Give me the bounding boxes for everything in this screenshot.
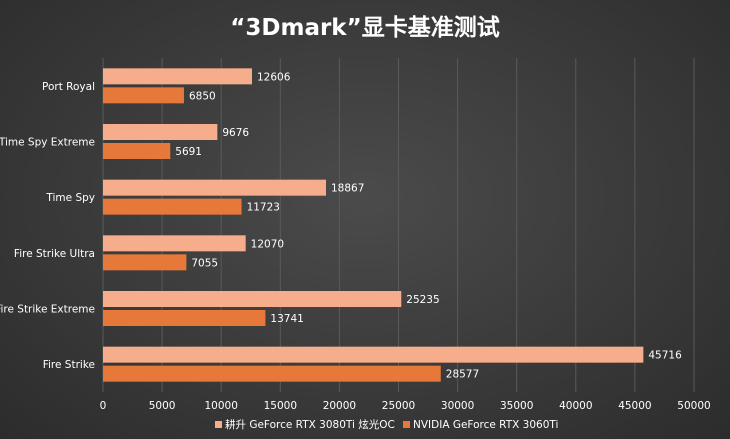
x-tick-label: 20000	[323, 400, 356, 412]
data-label: 13741	[270, 313, 303, 325]
category-label: Port Royal	[42, 81, 95, 93]
category-label: Time Spy Extreme	[0, 137, 95, 149]
data-label: 28577	[446, 369, 479, 381]
category-label: Fire Strike Extreme	[0, 304, 95, 316]
bar-series-1	[103, 235, 246, 252]
legend-swatch-1	[215, 421, 222, 428]
bars	[103, 68, 644, 382]
legend-swatch-2	[403, 421, 410, 428]
x-tick-label: 35000	[500, 400, 533, 412]
legend: 耕升 GeForce RTX 3080Ti 炫光OC NVIDIA GeForce…	[215, 418, 558, 431]
bar-series-2	[103, 198, 242, 215]
x-tick-label: 25000	[382, 400, 415, 412]
bar-series-2	[103, 143, 171, 159]
data-label: 7055	[191, 257, 218, 269]
category-label: Fire Strike	[43, 359, 95, 371]
data-label: 45716	[648, 350, 682, 362]
bar-series-1	[103, 346, 644, 363]
x-tick-label: 30000	[441, 400, 474, 412]
data-label: 11723	[247, 202, 280, 214]
bar-series-2	[103, 254, 187, 271]
data-label: 25235	[406, 294, 439, 306]
legend-label-1: 耕升 GeForce RTX 3080Ti 炫光OC	[225, 418, 395, 431]
bar-series-2	[103, 87, 184, 104]
bar-series-2	[103, 310, 266, 326]
x-tick-label: 15000	[264, 400, 297, 412]
x-tick-label: 45000	[618, 400, 651, 412]
data-label: 5691	[175, 146, 202, 158]
data-label: 6850	[189, 90, 216, 102]
bar-series-1	[103, 68, 253, 85]
x-tick-label: 50000	[677, 400, 710, 412]
x-tick-label: 0	[100, 400, 107, 412]
chart-title: “3Dmark”显卡基准测试	[230, 15, 499, 41]
data-label: 12070	[251, 238, 284, 250]
data-label: 12606	[257, 71, 291, 83]
legend-label-2: NVIDIA GeForce RTX 3060Ti	[413, 419, 558, 431]
labels: 0 5000 10000 15000 20000 25000 30000 35000 40000…	[0, 71, 711, 412]
bar-series-1	[103, 179, 327, 196]
x-tick-label: 40000	[559, 400, 592, 412]
x-tick-label: 5000	[149, 400, 176, 412]
x-tick-label: 10000	[204, 400, 237, 412]
bar-series-2	[103, 365, 441, 382]
grid-lines	[102, 58, 695, 392]
bar-series-1	[103, 291, 402, 307]
category-label: Fire Strike Ultra	[14, 248, 95, 260]
category-label: Time Spy	[45, 192, 95, 204]
data-label: 18867	[331, 183, 364, 195]
bar-series-1	[103, 124, 218, 140]
data-label: 9676	[222, 127, 249, 139]
